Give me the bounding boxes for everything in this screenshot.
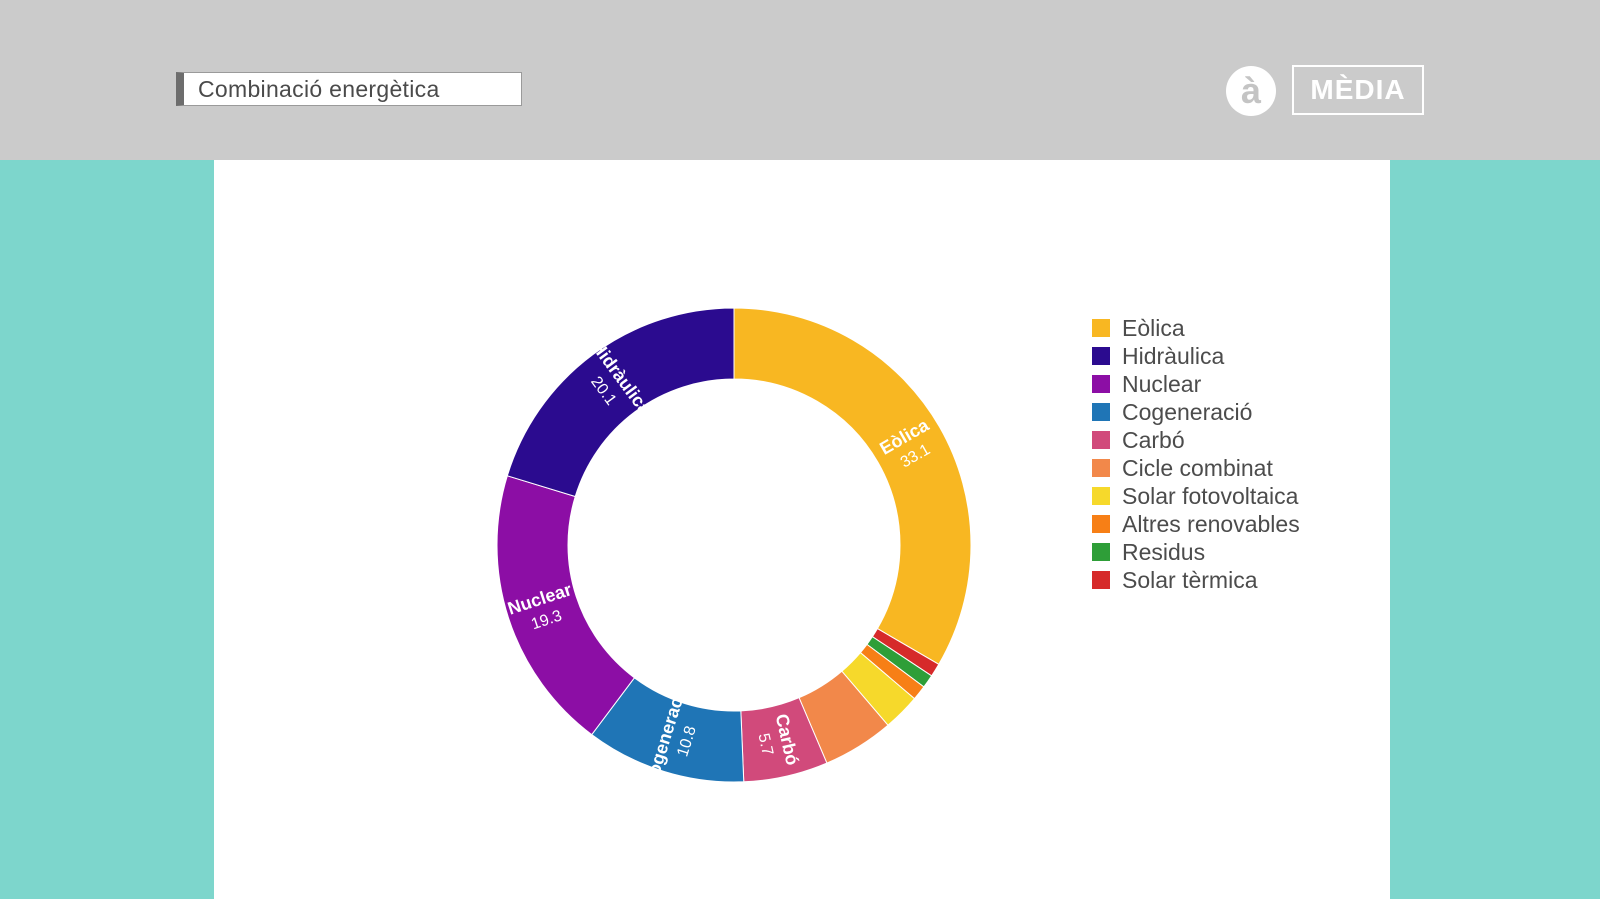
- logo-wordmark: MÈDIA: [1310, 74, 1406, 105]
- legend-item-nuclear[interactable]: Nuclear: [1092, 370, 1300, 398]
- legend-label: Hidràulica: [1122, 342, 1225, 369]
- slice-eolica[interactable]: [733, 307, 972, 666]
- legend-swatch: [1092, 487, 1110, 505]
- chart-panel: Eòlica 33.1 Carbó 5.7 Cogeneració 10.8 Nuclear…: [214, 160, 1390, 899]
- donut-chart: Eòlica33.1Carbó5.7Cogeneració10.8Nuclear…: [496, 307, 972, 790]
- top-bar: Combinació energètica à MÈDIA: [0, 0, 1600, 160]
- legend-label: Residus: [1122, 538, 1206, 565]
- legend-item-carbo[interactable]: Carbó: [1092, 426, 1300, 454]
- legend-swatch: [1092, 347, 1110, 365]
- page-title: Combinació energètica: [176, 72, 522, 106]
- legend-label: Nuclear: [1122, 370, 1202, 397]
- chart-legend: Eòlica Hidràulica Nuclear Cogeneració Carbó C…: [1092, 314, 1300, 594]
- legend-swatch: [1092, 319, 1110, 337]
- legend-swatch: [1092, 431, 1110, 449]
- legend-item-hidraulica[interactable]: Hidràulica: [1092, 342, 1300, 370]
- legend-label: Eòlica: [1122, 314, 1185, 341]
- legend-item-eolica[interactable]: Eòlica: [1092, 314, 1300, 342]
- legend-label: Carbó: [1122, 426, 1185, 453]
- channel-logo-text: MÈDIA: [1292, 65, 1424, 115]
- slice-value-carbo: 5.7: [754, 732, 776, 758]
- legend-swatch: [1092, 403, 1110, 421]
- legend-item-altres-renovables[interactable]: Altres renovables: [1092, 510, 1300, 538]
- legend-swatch: [1092, 375, 1110, 393]
- legend-label: Cogeneració: [1122, 398, 1253, 425]
- legend-label: Altres renovables: [1122, 510, 1300, 537]
- legend-item-cogeneracio[interactable]: Cogeneració: [1092, 398, 1300, 426]
- legend-item-residus[interactable]: Residus: [1092, 538, 1300, 566]
- legend-item-cicle-combinat[interactable]: Cicle combinat: [1092, 454, 1300, 482]
- logo-mark: à: [1240, 70, 1262, 111]
- legend-swatch: [1092, 515, 1110, 533]
- legend-swatch: [1092, 459, 1110, 477]
- legend-label: Solar fotovoltaica: [1122, 482, 1299, 509]
- legend-swatch: [1092, 571, 1110, 589]
- slice-hidraulica[interactable]: [506, 307, 735, 498]
- legend-label: Cicle combinat: [1122, 454, 1273, 481]
- legend-swatch: [1092, 543, 1110, 561]
- page-title-text: Combinació energètica: [198, 75, 440, 102]
- channel-logo-icon: à: [1226, 66, 1276, 116]
- legend-item-solar-fotovoltaica[interactable]: Solar fotovoltaica: [1092, 482, 1300, 510]
- legend-item-solar-termica[interactable]: Solar tèrmica: [1092, 566, 1300, 594]
- legend-label: Solar tèrmica: [1122, 566, 1258, 593]
